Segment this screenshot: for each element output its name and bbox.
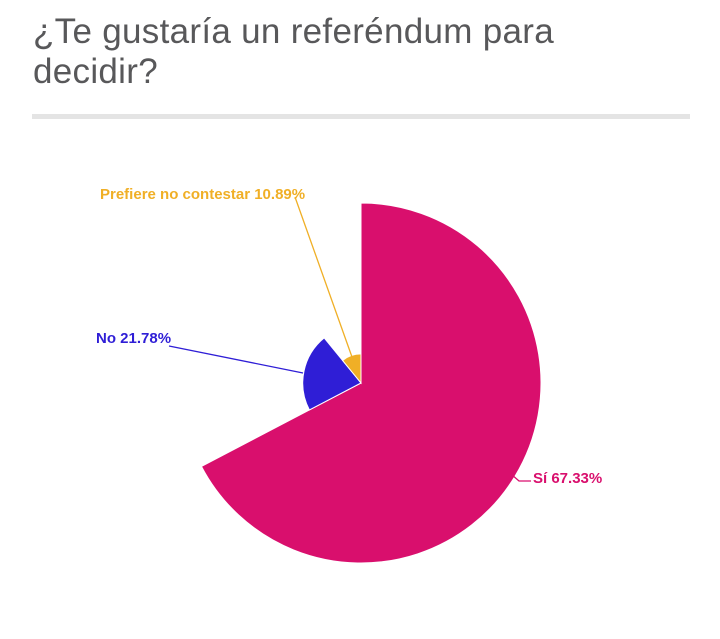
- pie-slice-no[interactable]: [302, 337, 362, 411]
- callout-line-si: [510, 473, 531, 482]
- callout-label-prefiere: Prefiere no contestar 10.89%: [100, 186, 306, 203]
- title-divider: [32, 114, 690, 119]
- page-title-line-2: decidir?: [33, 52, 158, 91]
- callout-line-no: [168, 345, 304, 374]
- callout-line-prefiere: [294, 196, 353, 358]
- page-title: ¿Te gustaría un referéndum para decidir?: [33, 12, 554, 92]
- pie-slice-si[interactable]: [200, 202, 542, 564]
- callout-label-si: Sí 67.33%: [533, 470, 603, 487]
- callout-label-no: No 21.78%: [96, 330, 172, 347]
- page-title-line-1: ¿Te gustaría un referéndum para: [33, 12, 554, 51]
